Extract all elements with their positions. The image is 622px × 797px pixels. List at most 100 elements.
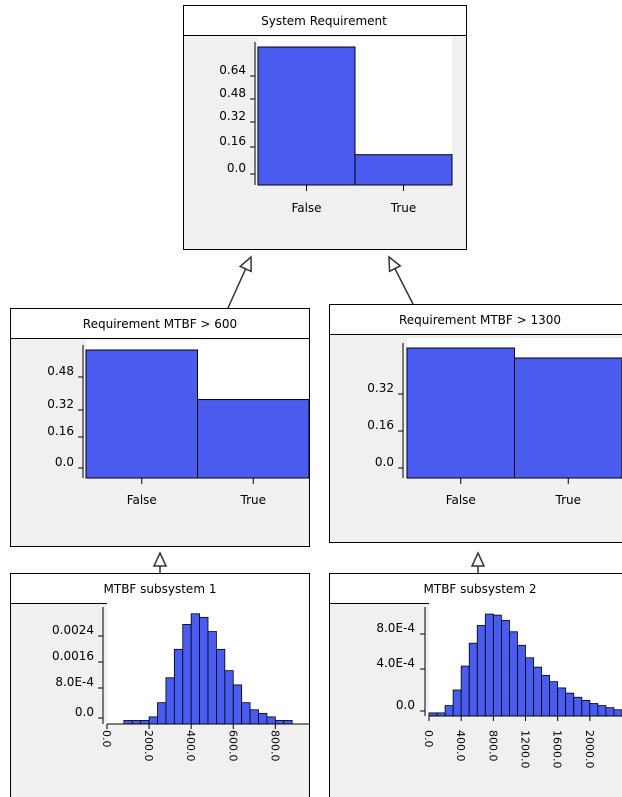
y-tick-label: 0.0: [75, 705, 94, 719]
category-label: True: [555, 493, 582, 507]
histogram-bin: [484, 613, 494, 717]
histogram-bin: [274, 720, 285, 725]
edge-mtbf-subsystem-1-to-requirement-mtbf-600: [152, 551, 168, 573]
histogram-bin: [500, 619, 510, 717]
histogram-bin: [131, 720, 142, 725]
bar-false: [257, 46, 356, 186]
x-tick-label: 2000.0: [583, 730, 596, 769]
histogram-bin: [452, 689, 462, 717]
histogram-bin: [173, 648, 184, 725]
y-tick-label: 0.0: [375, 455, 394, 469]
histogram-bin: [224, 670, 234, 725]
edge-line: [394, 268, 414, 305]
edge-requirement-mtbf-1300-to-system-requirement: [388, 255, 414, 305]
histogram-bin: [190, 613, 200, 725]
y-tick-label: 8.0E-4: [376, 621, 415, 635]
histogram-bin: [509, 631, 518, 717]
y-tick-label: 0.0: [396, 698, 415, 712]
histogram-bin: [581, 700, 591, 717]
histogram-bin: [549, 681, 559, 717]
arrowhead-icon: [238, 255, 252, 273]
bar-true: [354, 154, 453, 186]
node-title: MTBF subsystem 2: [424, 582, 537, 596]
y-tick-label: 0.32: [219, 109, 246, 123]
histogram-bin: [541, 675, 551, 717]
histogram-bin: [283, 720, 293, 725]
node-requirement-mtbf-1300[interactable]: Requirement MTBF > 1300 False True 0.32 0.16…: [329, 304, 622, 543]
histogram-bin: [444, 705, 454, 717]
node-title: System Requirement: [261, 14, 387, 28]
node-mtbf-subsystem-2[interactable]: MTBF subsystem 2 0.0 400.0 800.0 1200.0 1600.…: [329, 573, 622, 797]
node-title-bar: [329, 304, 622, 335]
arrowhead-icon: [388, 255, 402, 273]
histogram-bin: [533, 666, 542, 717]
histogram-bin: [468, 642, 478, 717]
histogram-bin: [525, 657, 534, 717]
node-requirement-mtbf-600[interactable]: Requirement MTBF > 600 False True 0.48 0.32 0…: [10, 308, 310, 547]
histogram-bin: [157, 702, 167, 725]
histogram-bin: [565, 692, 575, 717]
x-tick-label: 600.0: [226, 730, 239, 762]
node-title-bar: [183, 5, 467, 36]
y-tick-label: 8.0E-4: [55, 675, 94, 689]
arrowhead-icon: [470, 551, 486, 567]
histogram-bin: [165, 677, 175, 725]
histogram-bin: [476, 625, 486, 717]
node-title: Requirement MTBF > 600: [83, 317, 237, 331]
node-mtbf-subsystem-1[interactable]: MTBF subsystem 1 0.0 200.0 400.0 600.0 800.0 0…: [10, 573, 310, 797]
diagram-root: System Requirement False True 0.64 0.48 0.32 0…: [10, 5, 622, 797]
category-label: True: [390, 201, 417, 215]
histogram-bin: [182, 624, 192, 725]
category-label: False: [127, 493, 157, 507]
y-tick-label: 0.48: [47, 364, 74, 378]
y-tick-label: 0.32: [47, 397, 74, 411]
category-label: False: [291, 201, 321, 215]
histogram-bin: [249, 709, 259, 725]
node-system-requirement[interactable]: System Requirement False True 0.64 0.48 0.32 0…: [183, 5, 467, 250]
x-tick-label: 1200.0: [519, 730, 532, 769]
histogram-bin: [492, 614, 502, 717]
node-title: Requirement MTBF > 1300: [399, 313, 561, 327]
histogram-bin: [613, 709, 622, 717]
histogram-bin: [597, 705, 607, 717]
y-tick-label: 0.0024: [52, 623, 94, 637]
x-tick-label: 800.0: [268, 730, 281, 762]
y-tick-label: 0.16: [367, 418, 394, 432]
y-tick-label: 0.0016: [52, 649, 94, 663]
x-tick-label: 200.0: [142, 730, 155, 762]
y-tick-label: 0.32: [367, 381, 394, 395]
bar-false: [85, 349, 198, 479]
bar-false: [406, 347, 515, 479]
node-title-bar: [329, 573, 622, 604]
category-label: False: [446, 493, 476, 507]
y-tick-label: 0.16: [219, 134, 246, 148]
y-tick-label: 0.16: [47, 424, 74, 438]
node-title: MTBF subsystem 1: [104, 582, 217, 596]
histogram-bin: [266, 716, 276, 725]
bar-true: [197, 399, 310, 479]
x-tick-label: 0.0: [100, 730, 113, 748]
histogram-bin: [207, 631, 217, 725]
histogram-bin: [199, 616, 209, 725]
y-tick-label: 0.64: [219, 63, 246, 77]
edge-line: [227, 268, 247, 309]
x-tick-label: 400.0: [184, 730, 197, 762]
histogram-bin: [557, 687, 567, 717]
histogram-bin: [216, 648, 226, 725]
arrowhead-icon: [152, 551, 168, 567]
edge-requirement-mtbf-600-to-system-requirement: [227, 255, 252, 309]
x-tick-label: 0.0: [422, 730, 435, 748]
y-tick-label: 0.0: [227, 161, 246, 175]
histogram-bin: [517, 644, 526, 717]
histogram-bin: [460, 665, 470, 717]
histogram-bin: [232, 684, 243, 725]
y-tick-label: 4.0E-4: [376, 656, 415, 670]
x-tick-label: 1600.0: [551, 730, 564, 769]
histogram-bin: [258, 712, 268, 725]
histogram-bin: [589, 703, 599, 717]
histogram-bin: [241, 702, 251, 725]
y-tick-label: 0.48: [219, 86, 246, 100]
histogram-bin: [123, 720, 133, 725]
bar-true: [514, 357, 622, 479]
